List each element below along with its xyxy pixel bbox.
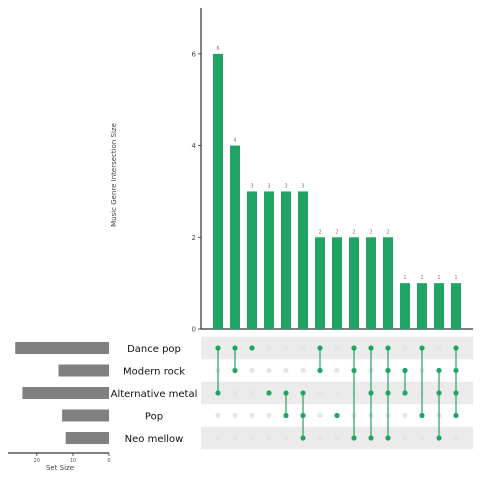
intersection-bar [298, 191, 308, 329]
set-size-axis: 20 10 0 [8, 452, 111, 464]
intersection-bar-label: 3 [284, 183, 287, 189]
set-size-bar [62, 409, 109, 422]
set-size-tick-label: 20 [34, 458, 40, 464]
set-size-axis-label: Set Size [46, 464, 74, 472]
intersection-bar [417, 283, 427, 329]
set-name-label: Neo mellow [125, 434, 184, 445]
intersection-bar-label: 6 [216, 46, 219, 52]
matrix-dot-inactive [266, 435, 272, 441]
intersection-bar [315, 237, 325, 329]
y-tick-label: 0 [192, 326, 196, 334]
intersection-bar [332, 237, 342, 329]
matrix-dot-inactive [300, 345, 306, 351]
set-name-label: Alternative metal [111, 389, 198, 400]
set-size-bar [22, 387, 109, 399]
matrix-dot-inactive [402, 412, 408, 419]
intersection-bar [230, 145, 240, 329]
matrix-dot-inactive [402, 435, 408, 441]
intersection-bar-label: 2 [318, 229, 321, 235]
y-tick-label: 6 [192, 50, 197, 58]
set-name-label: Dance pop [127, 344, 181, 355]
matrix-dot-inactive [215, 412, 221, 419]
intersection-bar [281, 191, 291, 329]
matrix-dot-inactive [283, 345, 289, 351]
intersection-bar [451, 283, 461, 329]
intersection-bar [264, 191, 274, 329]
matrix-dot-inactive [266, 345, 272, 351]
matrix-dot-inactive [317, 390, 323, 396]
matrix-dot-inactive [249, 435, 255, 441]
matrix-dot-inactive [419, 435, 425, 441]
matrix-dot-inactive [215, 435, 221, 441]
set-names: Dance pop Modern rock Alternative metal Pop… [111, 344, 198, 445]
set-name-label: Pop [145, 412, 163, 423]
matrix-dot-inactive [249, 412, 255, 419]
matrix-dot-inactive [317, 435, 323, 441]
matrix-dot-inactive [232, 390, 238, 396]
intersection-bar-label: 2 [369, 229, 372, 235]
set-size-bar [65, 432, 109, 444]
intersection-bar-label: 1 [454, 275, 457, 281]
y-axis-label: Music Genre Intersection Size [110, 123, 118, 227]
matrix-dot-inactive [249, 390, 255, 396]
intersection-bar [247, 191, 257, 329]
matrix-dot-inactive [334, 345, 340, 351]
intersection-bar-label: 2 [386, 229, 389, 235]
matrix-dot-inactive [402, 345, 408, 351]
intersection-bar-label: 1 [437, 275, 440, 281]
intersection-bar-label: 2 [352, 229, 355, 235]
set-size-bar [15, 342, 109, 354]
matrix-dot-inactive [436, 345, 442, 351]
intersection-bar [366, 237, 376, 329]
intersection-bar-label: 1 [420, 275, 423, 281]
intersection-bar [400, 283, 410, 329]
matrix-dot-inactive [453, 435, 459, 441]
matrix-dot-inactive [334, 367, 340, 374]
set-size-bar [58, 364, 109, 377]
set-size-bars [15, 342, 109, 444]
intersection-bar-label: 1 [403, 275, 406, 281]
set-name-label: Modern rock [123, 367, 185, 378]
membership-matrix [215, 345, 459, 441]
matrix-dot-inactive [266, 367, 272, 374]
intersection-bar-label: 2 [335, 229, 338, 235]
intersection-bar-label: 4 [233, 138, 236, 144]
matrix-dot-inactive [334, 390, 340, 396]
intersection-bar-label: 3 [267, 183, 270, 189]
intersection-bars [213, 53, 461, 329]
set-size-tick-label: 0 [107, 458, 110, 464]
intersection-bar [434, 283, 444, 329]
matrix-dot-inactive [334, 435, 340, 441]
intersection-bar [349, 237, 359, 329]
intersection-bar-labels: 6 4 3 3 3 3 2 2 2 2 2 1 1 1 1 [216, 46, 457, 281]
y-tick-label: 2 [192, 234, 196, 242]
matrix-dot-active [334, 412, 340, 419]
matrix-dot-inactive [283, 435, 289, 441]
y-tick-label: 4 [192, 142, 197, 150]
intersection-bar-label: 3 [250, 183, 253, 189]
matrix-dot-inactive [232, 412, 238, 419]
matrix-dot-inactive [300, 367, 306, 374]
intersection-bar [383, 237, 393, 329]
intersection-bar [213, 53, 223, 329]
matrix-dot-inactive [266, 412, 272, 419]
matrix-dot-active [266, 390, 272, 396]
matrix-dot-active [249, 345, 255, 351]
matrix-dot-inactive [249, 367, 255, 374]
matrix-dot-inactive [232, 435, 238, 441]
matrix-dot-inactive [283, 367, 289, 374]
set-size-tick-label: 10 [70, 458, 76, 464]
intersection-bar-label: 3 [301, 183, 304, 189]
matrix-dot-inactive [317, 412, 323, 419]
